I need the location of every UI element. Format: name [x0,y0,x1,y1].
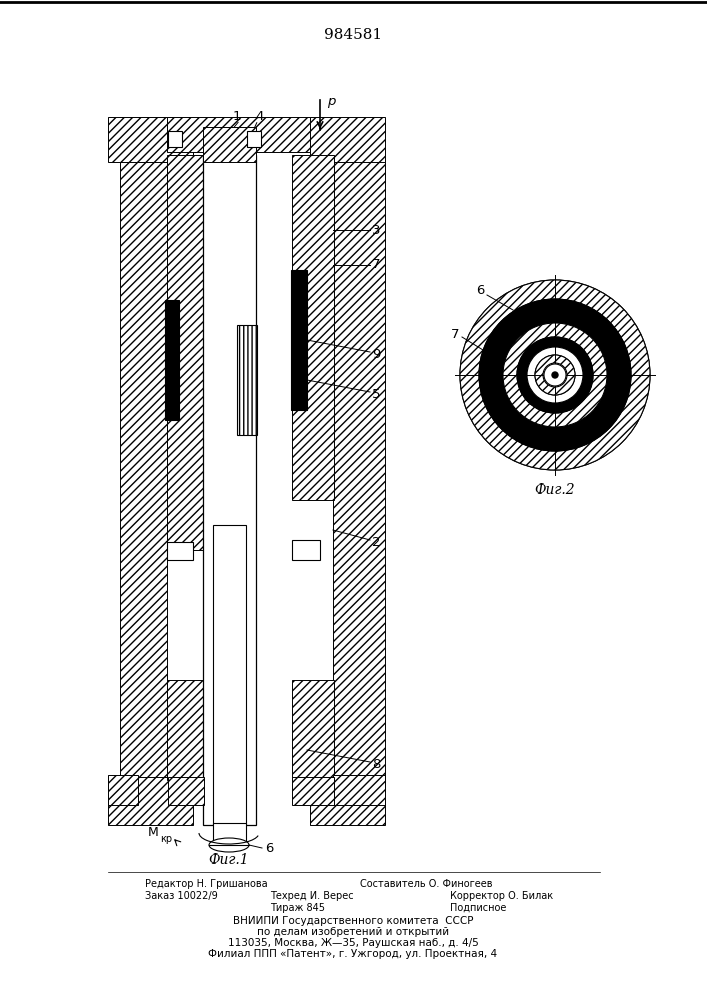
Text: М: М [148,826,159,840]
Text: 8: 8 [372,758,380,770]
Bar [165,300,179,420]
Ellipse shape [209,838,249,852]
Bar [168,777,204,805]
Wedge shape [479,299,631,451]
Bar [213,525,246,825]
Text: Подписное: Подписное [450,903,506,913]
Bar [213,823,246,845]
Bar [292,680,334,780]
Bar [120,160,167,780]
Text: 7: 7 [451,328,460,342]
Text: Редактор Н. Гришанова: Редактор Н. Гришанова [145,879,268,889]
Text: ВНИИПИ Государственного комитета  СССР: ВНИИПИ Государственного комитета СССР [233,916,473,926]
Bar [310,117,385,162]
Text: 7: 7 [372,258,380,271]
Text: Составитель О. Финогеев: Составитель О. Финогеев [360,879,493,889]
Bar [333,775,385,805]
Bar [167,155,205,550]
Circle shape [552,372,558,378]
Bar [310,777,385,825]
Text: 1: 1 [233,109,242,122]
Bar [167,680,205,780]
Bar [108,117,193,162]
Text: по делам изобретений и открытий: по делам изобретений и открытий [257,927,449,937]
Text: 113035, Москва, Ж—35, Раушская наб., д. 4/5: 113035, Москва, Ж—35, Раушская наб., д. … [228,938,479,948]
Text: Фиг.1: Фиг.1 [209,853,250,867]
Text: Фиг.2: Фиг.2 [534,483,575,497]
Bar [237,325,257,435]
Text: р: р [327,96,335,108]
Bar [291,270,307,410]
Text: 3: 3 [372,224,380,236]
Bar [292,155,334,500]
Text: кр: кр [160,834,172,844]
Bar [292,777,334,805]
Bar [168,131,182,147]
Wedge shape [535,355,575,395]
Bar [108,777,193,825]
Circle shape [544,364,566,386]
Text: Филиал ППП «Патент», г. Ужгород, ул. Проектная, 4: Филиал ППП «Патент», г. Ужгород, ул. Про… [209,949,498,959]
Wedge shape [517,337,593,413]
Bar [333,160,385,780]
Text: 9: 9 [372,348,380,360]
Text: 5: 5 [372,387,380,400]
Circle shape [460,280,650,470]
Text: Заказ 10022/9: Заказ 10022/9 [145,891,218,901]
Bar [292,540,320,560]
Text: 6: 6 [476,284,484,296]
Text: Корректор О. Билак: Корректор О. Билак [450,891,553,901]
Bar [167,117,310,152]
Text: Тираж 845: Тираж 845 [270,903,325,913]
Bar [167,542,193,560]
Wedge shape [503,323,607,427]
Wedge shape [527,347,583,403]
Bar [203,127,256,162]
Text: 4: 4 [255,109,264,122]
Bar [203,155,256,825]
Text: 984581: 984581 [324,28,382,42]
Bar [108,775,138,805]
Text: Техред И. Верес: Техред И. Верес [270,891,354,901]
Text: 2: 2 [372,536,380,548]
Wedge shape [460,280,650,470]
Bar [120,117,167,162]
Bar [247,131,261,147]
Text: 6: 6 [265,842,274,854]
